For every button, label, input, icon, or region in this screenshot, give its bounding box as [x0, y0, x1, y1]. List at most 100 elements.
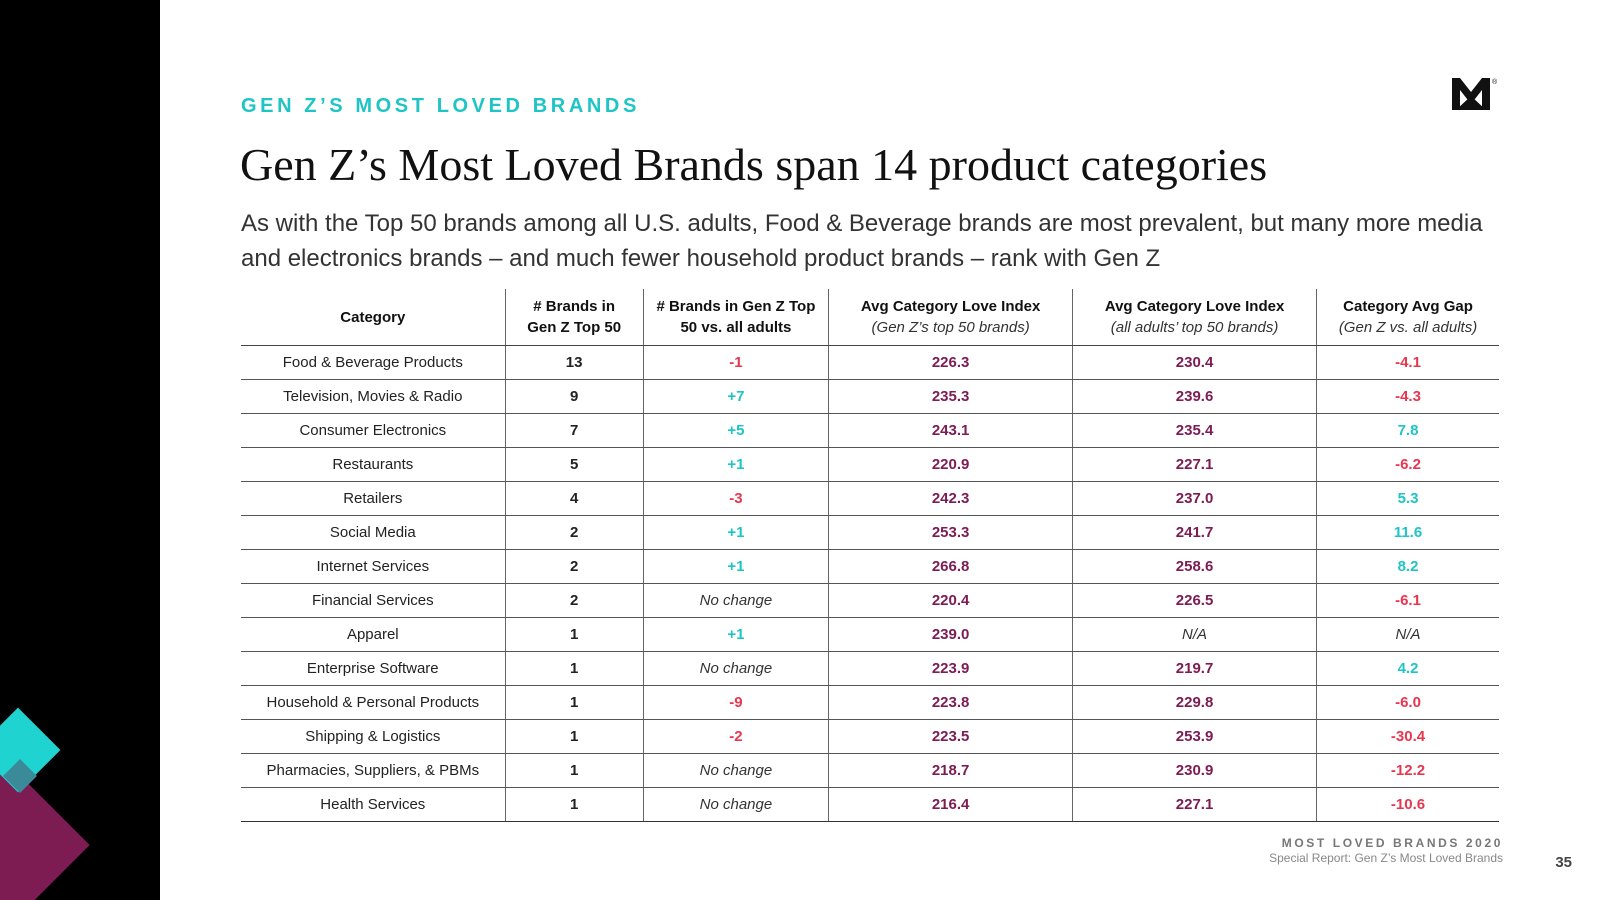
cell-change: +7	[642, 379, 829, 414]
cell-change: +1	[642, 617, 829, 652]
cell-category: Food & Beverage Products	[241, 345, 506, 380]
table-row: Pharmacies, Suppliers, & PBMs 1 No chang…	[241, 753, 1499, 788]
cell-brands: 1	[504, 651, 644, 686]
table-row: Restaurants 5 +1 220.9 227.1 -6.2	[241, 447, 1499, 482]
cell-genz-index: 216.4	[828, 787, 1073, 822]
cell-category: Household & Personal Products	[241, 685, 506, 720]
table-row: Health Services 1 No change 216.4 227.1 …	[241, 787, 1499, 822]
cell-gap: 4.2	[1316, 651, 1499, 686]
page-subtitle: As with the Top 50 brands among all U.S.…	[241, 210, 1483, 272]
cell-brands: 2	[504, 515, 644, 550]
header-brands-change: # Brands in Gen Z Top 50 vs. all adults	[642, 289, 829, 346]
cell-change: +1	[642, 447, 829, 482]
cell-genz-index: 243.1	[828, 413, 1073, 448]
cell-brands: 1	[504, 685, 644, 720]
cell-genz-index: 223.9	[828, 651, 1073, 686]
cell-category: Restaurants	[241, 447, 506, 482]
cell-gap: -4.3	[1316, 379, 1499, 414]
table-row: Television, Movies & Radio 9 +7 235.3 23…	[241, 379, 1499, 414]
cell-adults-index: 239.6	[1072, 379, 1317, 414]
cell-gap: -12.2	[1316, 753, 1499, 788]
cell-gap: 7.8	[1316, 413, 1499, 448]
cell-adults-index: 227.1	[1072, 787, 1317, 822]
cell-brands: 1	[504, 753, 644, 788]
table-row: Household & Personal Products 1 -9 223.8…	[241, 685, 1499, 720]
cell-brands: 2	[504, 583, 644, 618]
section-eyebrow: GEN Z’S MOST LOVED BRANDS	[241, 95, 640, 117]
table-row: Social Media 2 +1 253.3 241.7 11.6	[241, 515, 1499, 550]
cell-category: Health Services	[241, 787, 506, 822]
left-decorative-bar	[0, 0, 160, 900]
cell-gap: N/A	[1316, 617, 1499, 652]
cell-brands: 9	[504, 379, 644, 414]
registered-mark: ®	[1492, 78, 1498, 86]
footer-report-title: MOST LOVED BRANDS 2020	[1281, 836, 1503, 850]
cell-category: Shipping & Logistics	[241, 719, 506, 754]
cell-brands: 1	[504, 617, 644, 652]
table-row: Enterprise Software 1 No change 223.9 21…	[241, 651, 1499, 686]
cell-gap: 8.2	[1316, 549, 1499, 584]
cell-change: -1	[642, 345, 829, 380]
cell-adults-index: N/A	[1072, 617, 1317, 652]
cell-adults-index: 219.7	[1072, 651, 1317, 686]
cell-category: Consumer Electronics	[241, 413, 506, 448]
cell-change: -9	[642, 685, 829, 720]
cell-brands: 4	[504, 481, 644, 516]
cell-brands: 5	[504, 447, 644, 482]
cell-genz-index: 226.3	[828, 345, 1073, 380]
cell-gap: -6.0	[1316, 685, 1499, 720]
cell-genz-index: 235.3	[828, 379, 1073, 414]
cell-gap: 11.6	[1316, 515, 1499, 550]
cell-adults-index: 258.6	[1072, 549, 1317, 584]
category-table: Category # Brands in Gen Z Top 50 # Brand…	[241, 289, 1499, 822]
cell-genz-index: 218.7	[828, 753, 1073, 788]
cell-adults-index: 253.9	[1072, 719, 1317, 754]
table-row: Shipping & Logistics 1 -2 223.5 253.9 -3…	[241, 719, 1499, 754]
cell-gap: -30.4	[1316, 719, 1499, 754]
cell-adults-index: 237.0	[1072, 481, 1317, 516]
m-logo-icon: ®	[1452, 78, 1498, 110]
header-adults-love-index: Avg Category Love Index (all adults’ top …	[1072, 289, 1317, 346]
cell-brands: 1	[504, 719, 644, 754]
cell-adults-index: 235.4	[1072, 413, 1317, 448]
page-number: 35	[1555, 854, 1572, 871]
cell-change: No change	[642, 651, 829, 686]
table-row: Apparel 1 +1 239.0 N/A N/A	[241, 617, 1499, 652]
cell-gap: -6.1	[1316, 583, 1499, 618]
cell-genz-index: 220.9	[828, 447, 1073, 482]
table-header-row: Category # Brands in Gen Z Top 50 # Brand…	[241, 289, 1499, 346]
cell-category: Financial Services	[241, 583, 506, 618]
cell-change: -3	[642, 481, 829, 516]
table-row: Internet Services 2 +1 266.8 258.6 8.2	[241, 549, 1499, 584]
cell-category: Internet Services	[241, 549, 506, 584]
header-brands-count: # Brands in Gen Z Top 50	[504, 289, 644, 346]
cell-adults-index: 230.9	[1072, 753, 1317, 788]
cell-change: +1	[642, 549, 829, 584]
cell-category: Pharmacies, Suppliers, & PBMs	[241, 753, 506, 788]
cell-change: +1	[642, 515, 829, 550]
cell-gap: -6.2	[1316, 447, 1499, 482]
cell-gap: 5.3	[1316, 481, 1499, 516]
cell-genz-index: 266.8	[828, 549, 1073, 584]
cell-adults-index: 229.8	[1072, 685, 1317, 720]
footer-report-subtitle: Special Report: Gen Z’s Most Loved Brand…	[1269, 851, 1503, 865]
header-genz-love-index: Avg Category Love Index (Gen Z’s top 50 b…	[828, 289, 1073, 346]
cell-category: Retailers	[241, 481, 506, 516]
cell-change: No change	[642, 787, 829, 822]
cell-gap: -4.1	[1316, 345, 1499, 380]
cell-category: Television, Movies & Radio	[241, 379, 506, 414]
cell-brands: 1	[504, 787, 644, 822]
cell-adults-index: 227.1	[1072, 447, 1317, 482]
cell-genz-index: 223.8	[828, 685, 1073, 720]
table-row: Financial Services 2 No change 220.4 226…	[241, 583, 1499, 618]
cell-adults-index: 230.4	[1072, 345, 1317, 380]
cell-brands: 2	[504, 549, 644, 584]
cell-genz-index: 242.3	[828, 481, 1073, 516]
table-row: Retailers 4 -3 242.3 237.0 5.3	[241, 481, 1499, 516]
cell-change: +5	[642, 413, 829, 448]
page-title: Gen Z’s Most Loved Brands span 14 produc…	[240, 139, 1268, 190]
cell-category: Enterprise Software	[241, 651, 506, 686]
cell-change: No change	[642, 583, 829, 618]
table-row: Food & Beverage Products 13 -1 226.3 230…	[241, 345, 1499, 380]
cell-adults-index: 241.7	[1072, 515, 1317, 550]
